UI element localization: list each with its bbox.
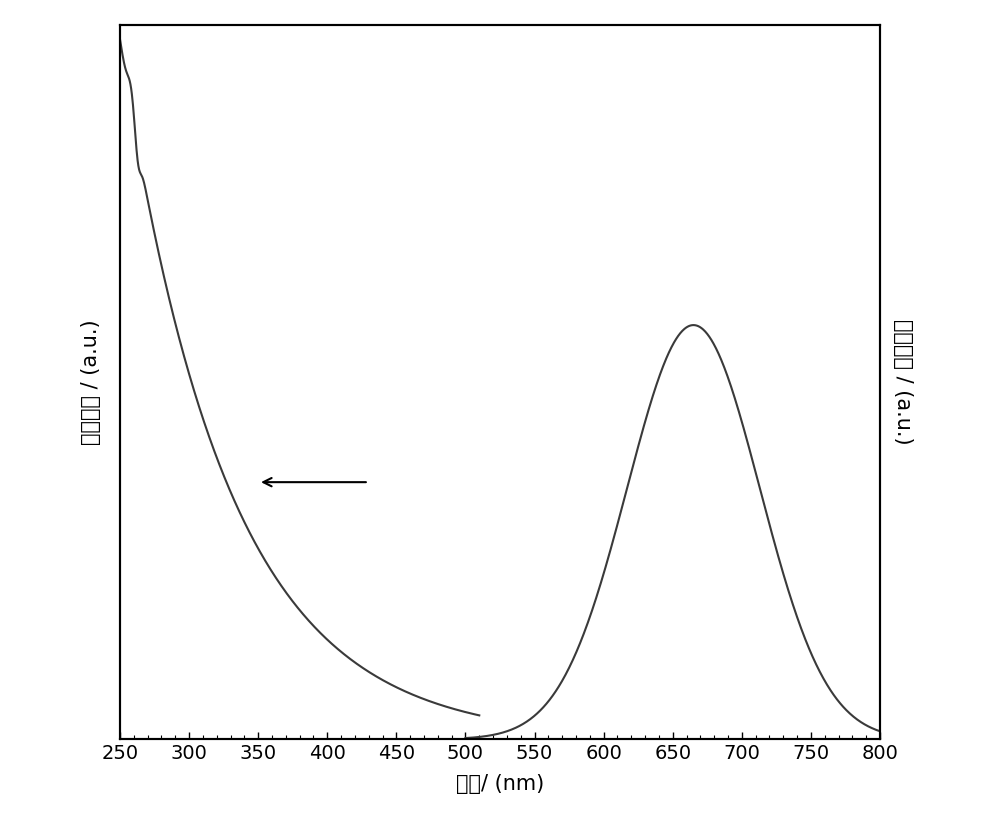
X-axis label: 波长/ (nm): 波长/ (nm) <box>456 774 544 794</box>
Y-axis label: 发光强度 / (a.u.): 发光强度 / (a.u.) <box>893 319 913 445</box>
Y-axis label: 吸收强度 / (a.u.): 吸收强度 / (a.u.) <box>81 319 101 445</box>
